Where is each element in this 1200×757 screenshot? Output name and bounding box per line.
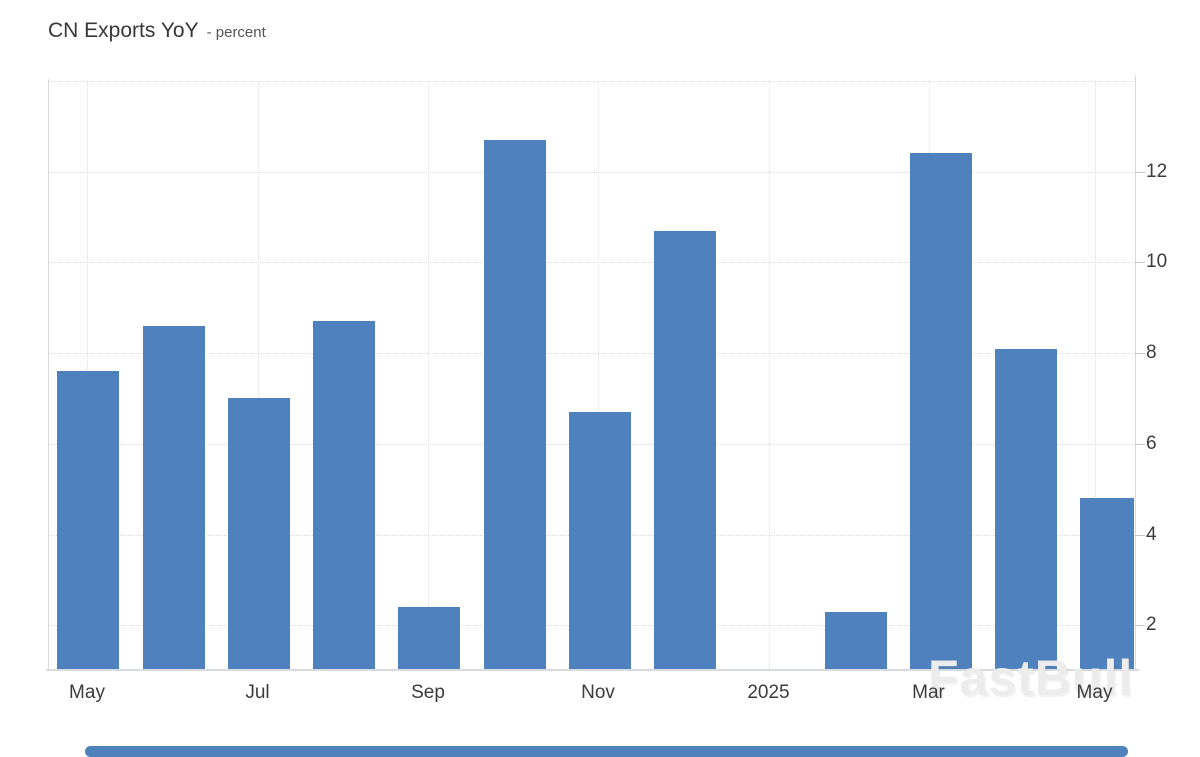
- bottom-axis-line: [46, 669, 1139, 671]
- x-axis-label-2025-4: 2025: [747, 682, 790, 703]
- watermark: FastBull: [928, 650, 1134, 706]
- y-tick-12: [1135, 171, 1145, 173]
- x-gridline-May: [1094, 80, 1096, 671]
- y-axis-label-12: 12: [1146, 160, 1168, 182]
- y-tick-4: [1135, 534, 1145, 536]
- bar-dec-2024[interactable]: [654, 230, 717, 669]
- y-gridline-12: [48, 171, 1135, 173]
- bar-nov-2024[interactable]: [568, 412, 631, 669]
- y-tick-6: [1135, 443, 1145, 445]
- x-axis-label-mar-5: Mar: [912, 682, 945, 703]
- x-gridline-Sep: [428, 80, 429, 671]
- y-gridline-14: [48, 80, 1135, 82]
- bar-jul-2024[interactable]: [227, 398, 290, 669]
- y-axis-label-10: 10: [1146, 251, 1168, 273]
- x-axis-label-sep-2: Sep: [411, 682, 445, 703]
- y-axis-label-4: 4: [1146, 523, 1157, 545]
- x-axis-label-jul-1: Jul: [245, 682, 270, 703]
- x-axis-label-may-6: May: [1076, 682, 1113, 703]
- bar-aug-2024[interactable]: [313, 321, 376, 669]
- x-gridline-2025: [768, 80, 770, 671]
- x-axis-label-nov-3: Nov: [581, 682, 615, 703]
- y-axis-label-6: 6: [1146, 432, 1157, 454]
- chart-header: CN Exports YoY - percent: [48, 19, 266, 43]
- bar-oct-2024[interactable]: [483, 139, 546, 669]
- bar-feb-2025[interactable]: [824, 611, 887, 669]
- left-axis-line: [48, 79, 49, 671]
- bar-mar-2025[interactable]: [909, 153, 972, 669]
- right-axis-line: [1135, 75, 1136, 671]
- chart-scrollbar[interactable]: [85, 746, 1128, 757]
- y-tick-2: [1135, 625, 1145, 627]
- chart-title: CN Exports YoY: [48, 19, 199, 42]
- bar-may-2025[interactable]: [1080, 498, 1134, 669]
- x-axis-label-may-0: May: [69, 682, 105, 703]
- x-gridline-Jul: [257, 80, 259, 671]
- y-gridline-10: [48, 262, 1135, 264]
- bar-apr-2025[interactable]: [995, 348, 1058, 669]
- bar-jun-2024[interactable]: [142, 325, 205, 669]
- x-gridline-Nov: [598, 80, 599, 671]
- chart-subtitle: - percent: [206, 24, 266, 41]
- bar-may-2024[interactable]: [57, 371, 120, 669]
- bar-sep-2024[interactable]: [398, 607, 461, 669]
- y-tick-10: [1135, 262, 1145, 264]
- y-axis-label-8: 8: [1146, 342, 1157, 363]
- y-gridline-8: [48, 353, 1135, 354]
- y-tick-8: [1135, 353, 1145, 354]
- y-axis-label-2: 2: [1146, 614, 1157, 636]
